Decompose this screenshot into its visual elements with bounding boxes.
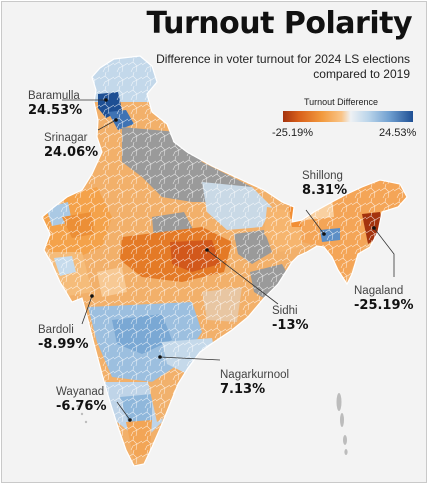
callout-bardoli-value: -8.99% [38, 337, 89, 352]
callout-srinagar-name: Srinagar [44, 132, 88, 144]
callout-baramulla-name: Baramulla [28, 90, 80, 102]
callout-sidhi-value: -13% [272, 318, 309, 333]
callout-sidhi: Sidhi -13% [272, 305, 309, 334]
callout-nagarkurnool-name: Nagarkurnool [220, 369, 290, 381]
callout-baramulla: Baramulla 24.53% [28, 90, 82, 119]
callout-srinagar-value: 24.06% [44, 145, 99, 160]
andaman-islands [336, 393, 348, 455]
callout-nagarkurnool: Nagarkurnool 7.13% [220, 369, 289, 398]
callout-nagaland-value: -25.19% [354, 298, 414, 313]
callout-shillong: Shillong 8.31% [302, 170, 347, 199]
callout-wayanad-name: Wayanad [56, 386, 105, 398]
callout-wayanad: Wayanad -6.76% [56, 386, 107, 415]
legend-max-label: 24.53% [379, 127, 417, 139]
map-title: Turnout Polarity [146, 6, 412, 41]
legend-color-ramp [283, 111, 413, 122]
callout-sidhi-name: Sidhi [272, 305, 298, 317]
lakshadweep-islands [76, 404, 88, 424]
callout-nagaland: Nagaland -25.19% [354, 285, 414, 314]
callout-wayanad-value: -6.76% [56, 399, 107, 414]
callout-shillong-name: Shillong [302, 170, 343, 182]
callout-markers [90, 98, 376, 422]
callout-baramulla-value: 24.53% [28, 103, 83, 118]
legend-title: Turnout Difference [304, 97, 379, 107]
callout-nagarkurnool-value: 7.13% [220, 382, 266, 397]
callout-bardoli-name: Bardoli [38, 324, 74, 336]
callout-leaders [62, 99, 395, 421]
callout-nagaland-name: Nagaland [354, 285, 404, 297]
callout-srinagar: Srinagar 24.06% [44, 132, 98, 161]
map-subtitle: Difference in voter turnout for 2024 LS … [156, 52, 410, 81]
legend-min-label: -25.19% [272, 127, 313, 139]
callout-bardoli: Bardoli -8.99% [38, 324, 89, 353]
callout-shillong-value: 8.31% [302, 183, 348, 198]
